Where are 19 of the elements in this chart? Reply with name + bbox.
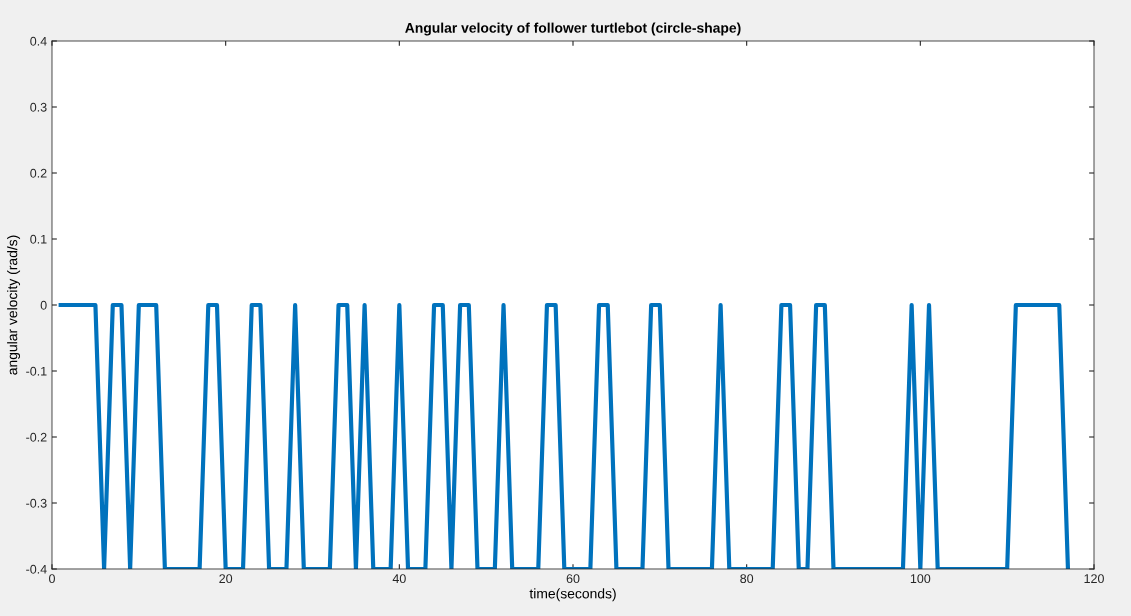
y-tick-label: -0.3 — [26, 498, 47, 508]
y-axis-title: angular velocity (rad/s) — [7, 235, 21, 375]
x-tick-label: 120 — [1084, 574, 1104, 584]
y-tick-label: 0.1 — [30, 234, 47, 244]
x-tick-label: 20 — [219, 574, 233, 584]
y-tick-label: 0.3 — [30, 102, 47, 112]
y-tick-label: -0.2 — [26, 432, 47, 442]
chart-title: Angular velocity of follower turtlebot (circle-shape) — [405, 22, 741, 36]
x-tick-label: 40 — [392, 574, 406, 584]
y-tick-label: -0.1 — [26, 366, 47, 376]
y-tick-label: 0.4 — [30, 36, 47, 46]
x-tick-label: 0 — [49, 574, 55, 584]
y-tick-label: -0.4 — [26, 564, 47, 574]
x-tick-label: 80 — [740, 574, 754, 584]
x-tick-label: 60 — [566, 574, 580, 584]
x-axis-title: time(seconds) — [529, 588, 616, 602]
x-tick-label: 100 — [910, 574, 931, 584]
y-tick-label: 0 — [40, 300, 47, 310]
y-tick-label: 0.2 — [30, 168, 47, 178]
